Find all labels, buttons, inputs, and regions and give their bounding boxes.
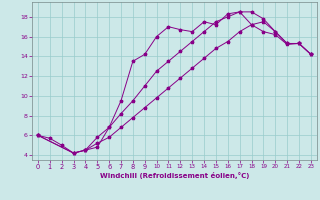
X-axis label: Windchill (Refroidissement éolien,°C): Windchill (Refroidissement éolien,°C): [100, 172, 249, 179]
